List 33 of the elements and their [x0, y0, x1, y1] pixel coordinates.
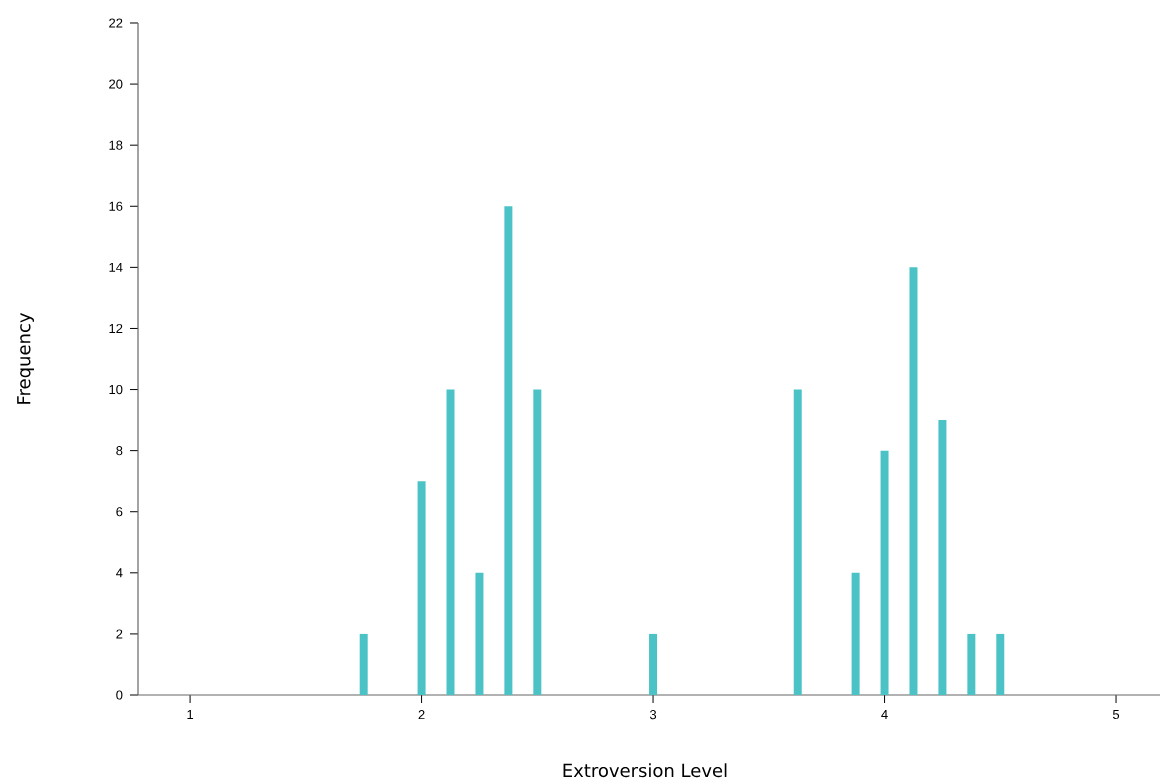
- bar: [880, 450, 889, 695]
- bar: [533, 389, 542, 695]
- y-tick-label: 14: [109, 262, 123, 272]
- y-tick-label: 0: [116, 690, 123, 700]
- y-tick-label: 2: [116, 629, 123, 639]
- bar: [417, 481, 426, 695]
- bar: [967, 633, 976, 695]
- x-tick-label: 2: [418, 710, 425, 720]
- bar: [938, 420, 947, 695]
- y-tick-label: 22: [109, 18, 123, 28]
- y-tick-label: 20: [109, 79, 123, 89]
- y-tick-label: 12: [109, 323, 123, 333]
- x-tick-label: 1: [187, 710, 194, 719]
- x-tick-label: 3: [649, 710, 657, 720]
- bar: [475, 572, 484, 695]
- y-tick-label: 16: [109, 201, 123, 211]
- bar: [909, 267, 918, 695]
- bar: [359, 633, 368, 695]
- x-axis-title: Extroversion Level: [563, 763, 727, 778]
- bar: [996, 633, 1005, 695]
- bar: [793, 389, 802, 695]
- y-tick-label: 4: [116, 568, 123, 578]
- bar: [649, 633, 658, 695]
- x-tick-label: 4: [881, 710, 888, 719]
- bar: [851, 572, 860, 695]
- y-tick-label: 8: [116, 446, 123, 456]
- bar: [446, 389, 455, 695]
- y-tick-label: 6: [116, 507, 123, 517]
- y-tick-label: 18: [109, 140, 123, 150]
- bar: [504, 206, 513, 695]
- y-axis-title: Frequency: [17, 313, 35, 404]
- x-tick-label: 5: [1112, 710, 1120, 720]
- y-tick-label: 10: [109, 384, 123, 395]
